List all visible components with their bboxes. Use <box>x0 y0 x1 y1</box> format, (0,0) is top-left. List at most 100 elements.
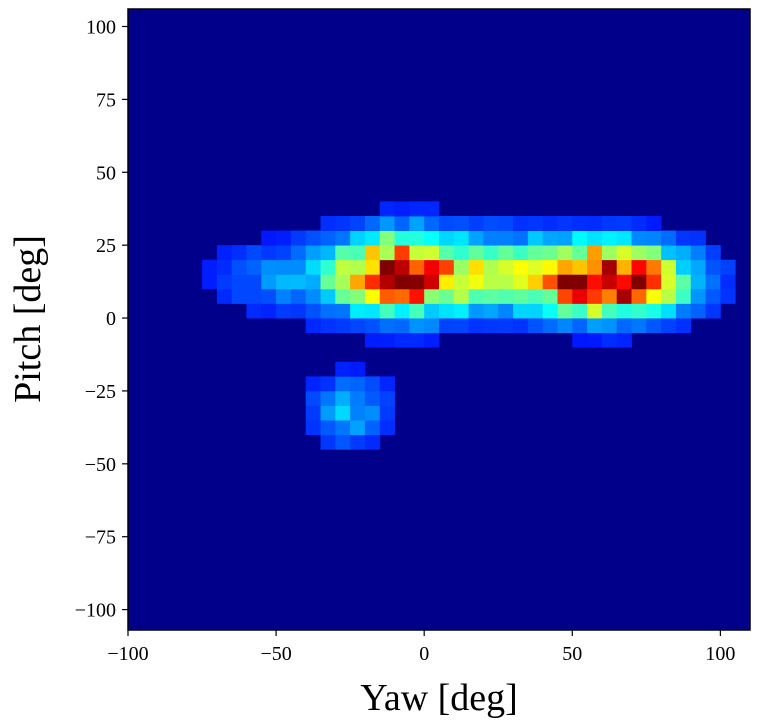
heatmap-cell <box>690 259 706 275</box>
heatmap-cell <box>631 318 647 334</box>
heatmap-cell <box>261 303 277 319</box>
heatmap-cell <box>305 376 321 392</box>
heatmap-cell <box>364 274 381 290</box>
heatmap-cell <box>572 230 588 246</box>
heatmap-cell <box>601 288 618 304</box>
heatmap-cell <box>394 201 410 217</box>
heatmap-cell <box>661 245 677 261</box>
heatmap-cell <box>675 259 692 275</box>
heatmap-cell <box>246 303 262 319</box>
x-tick-label: −50 <box>260 643 291 665</box>
heatmap-cell <box>231 245 247 261</box>
heatmap-cell <box>513 216 529 231</box>
heatmap-cell <box>483 274 499 290</box>
heatmap-cell <box>587 274 603 290</box>
heatmap-cell <box>468 303 484 319</box>
heatmap-cell <box>379 274 395 290</box>
heatmap-cell <box>453 230 470 246</box>
heatmap-cell <box>587 318 603 334</box>
heatmap-cell <box>394 259 410 275</box>
heatmap-cell <box>305 303 321 319</box>
heatmap-cell <box>379 420 395 436</box>
heatmap-cell <box>557 245 573 261</box>
heatmap-cell <box>231 288 247 304</box>
x-tick-label: 50 <box>562 643 582 665</box>
heatmap-cell <box>246 274 262 290</box>
heatmap-cell <box>305 420 321 436</box>
heatmap-cell <box>394 274 410 290</box>
heatmap-cell <box>261 274 277 290</box>
heatmap-cell <box>276 303 292 319</box>
heatmap-cell <box>276 274 292 290</box>
heatmap-cell <box>690 230 706 246</box>
heatmap-cell <box>261 259 277 275</box>
heatmap-cell <box>409 303 425 319</box>
heatmap-cell <box>320 405 336 421</box>
x-tick-label: −100 <box>107 643 148 665</box>
heatmap-cell <box>483 245 499 261</box>
heatmap-cell <box>350 420 366 436</box>
x-axis-ticks: −100 −50 0 50 100 <box>107 630 735 665</box>
heatmap-cell <box>335 230 351 246</box>
heatmap-cell <box>572 216 588 231</box>
heatmap-cell <box>216 288 233 304</box>
heatmap-cell <box>364 230 381 246</box>
y-axis-ticks: 100 75 50 25 0 −25 −50 −75 −100 <box>75 16 128 622</box>
heatmap-cell <box>468 288 484 304</box>
heatmap-cell <box>261 245 277 261</box>
heatmap-cell <box>527 245 544 261</box>
heatmap-cell <box>394 216 410 231</box>
heatmap-cell <box>661 318 677 334</box>
heatmap-cell <box>320 303 336 319</box>
heatmap-cell <box>527 216 544 231</box>
heatmap-cell <box>305 390 321 406</box>
heatmap-cell <box>439 230 455 246</box>
heatmap-cell <box>335 245 351 261</box>
heatmap-cell <box>587 332 603 348</box>
heatmap-cell <box>527 274 544 290</box>
heatmap-cell <box>439 303 455 319</box>
heatmap-cell <box>379 245 395 261</box>
heatmap-cell <box>320 376 336 392</box>
heatmap-cell <box>276 288 292 304</box>
heatmap-cell <box>453 288 470 304</box>
heatmap-cell <box>246 245 262 261</box>
heatmap-cell <box>646 245 662 261</box>
heatmap-cell <box>646 288 662 304</box>
heatmap-cell <box>646 259 662 275</box>
heatmap-cell <box>572 303 588 319</box>
heatmap-cell <box>231 274 247 290</box>
heatmap-cell <box>320 288 336 304</box>
heatmap-cell <box>290 303 307 319</box>
heatmap-cell <box>705 303 721 319</box>
y-tick-label: −75 <box>85 527 116 549</box>
heatmap-cell <box>246 288 262 304</box>
heatmap-cell <box>572 259 588 275</box>
heatmap-cell <box>335 376 351 392</box>
heatmap-cell <box>364 434 381 450</box>
heatmap-cell <box>542 274 558 290</box>
heatmap-cell <box>661 259 677 275</box>
heatmap-cell <box>379 216 395 231</box>
heatmap-cell <box>394 288 410 304</box>
heatmap-cell <box>350 303 366 319</box>
heatmap-cell <box>364 318 381 334</box>
heatmap-cell <box>202 274 218 290</box>
heatmap-cell <box>350 216 366 231</box>
heatmap-cell <box>601 216 618 231</box>
heatmap-cell <box>483 259 499 275</box>
heatmap-cell <box>364 245 381 261</box>
y-tick-label: 100 <box>86 16 116 38</box>
heatmap-cell <box>616 318 632 334</box>
heatmap-cell <box>572 245 588 261</box>
heatmap-cell <box>305 288 321 304</box>
heatmap-cell <box>513 259 529 275</box>
heatmap-cell <box>394 245 410 261</box>
heatmap-cell <box>631 245 647 261</box>
heatmap-cell <box>542 259 558 275</box>
heatmap-cell <box>631 274 647 290</box>
heatmap-cell <box>305 274 321 290</box>
heatmap-cell <box>379 376 395 392</box>
heatmap-cell <box>276 230 292 246</box>
heatmap-cell <box>498 216 514 231</box>
